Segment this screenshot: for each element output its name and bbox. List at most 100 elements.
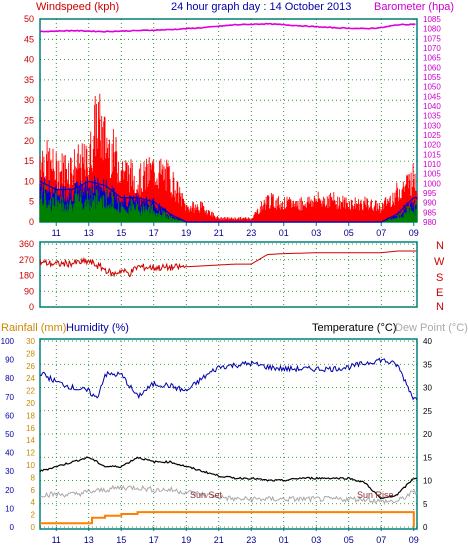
humidity-axis-title: Humidity (%) [66,322,129,334]
barometer-axis-title: Barometer (hpa) [374,1,454,13]
wind-min-series [39,182,418,222]
baro-tick-label: 1050 [423,83,441,92]
baro-tick-label: 1045 [423,92,441,101]
humidity-tick-label: 60 [5,411,14,420]
x-tick-label: 05 [344,535,354,545]
wind-tick-label: 25 [24,116,34,126]
x-tick-label: 17 [149,228,159,238]
rainfall-axis-title: Rainfall (mm) [1,322,66,334]
humidity-tick-label: 90 [5,356,14,365]
dewpoint-axis-title: Dew Point (°C) [395,322,468,334]
wind-tick-label: 35 [24,75,34,85]
direction-tick-label: 270 [19,255,34,265]
wind-tick-label: 30 [24,95,34,105]
x-tick-label: 01 [279,228,289,238]
rain-tick-label: 28 [26,349,35,358]
baro-tick-label: 1000 [423,179,441,188]
chart-title: 24 hour graph day : 14 October 2013 [171,1,351,13]
x-tick-label: 11 [52,535,61,545]
direction-tick-label: 180 [19,271,34,281]
dir-label-n-bottom: N [436,301,444,313]
sunset-annotation: Sun Set [190,490,223,500]
rainfall-series [40,511,415,527]
temperature-tick-label: 0 [423,523,428,532]
baro-tick-label: 1030 [423,121,441,130]
wind-tick-label: 0 [29,217,34,227]
humidity-tick-label: 80 [5,374,14,383]
x-tick-label: 19 [181,535,191,545]
humidity-tick-label: 30 [5,467,14,476]
humidity-tick-label: 100 [1,337,15,346]
direction-tick-label: 90 [24,286,34,296]
rain-tick-label: 8 [31,473,36,482]
wind-tick-label: 45 [24,34,34,44]
x-tick-label: 03 [311,228,321,238]
temperature-tick-label: 25 [423,407,432,416]
wind-avg-line [39,180,417,223]
wind-tick-label: 50 [24,14,34,24]
temperature-tick-label: 10 [423,477,432,486]
direction-compass-labels: N W S E N [434,240,445,313]
windspeed-axis-title: Windspeed (kph) [36,1,119,13]
rain-tick-label: 0 [31,523,36,532]
baro-tick-label: 980 [423,218,437,227]
temperature-axis-title: Temperature (°C) [312,322,396,334]
humidity-tick-label: 50 [5,430,14,439]
wind-tick-label: 5 [29,197,34,207]
x-tick-label: 15 [116,535,126,545]
baro-tick-label: 1065 [423,54,441,63]
wind-direction-series [39,250,417,278]
rain-tick-label: 30 [26,337,35,346]
humidity-tick-label: 40 [5,449,14,458]
x-tick-label: 17 [149,535,159,545]
baro-tick-label: 1020 [423,141,441,150]
baro-tick-label: 1080 [423,25,441,34]
rain-tick-label: 4 [31,498,36,507]
x-tick-label: 01 [279,535,289,545]
wind-tick-label: 20 [24,136,34,146]
barometer-series [39,22,416,33]
dir-label-s: S [436,272,443,284]
rain-tick-label: 22 [26,387,35,396]
baro-tick-label: 995 [423,189,437,198]
direction-plot: 0 90 180 270 360 [19,239,417,312]
x-tick-label: 23 [246,228,256,238]
temperature-tick-label: 20 [423,430,432,439]
temperature-tick-label: 35 [423,360,432,369]
temperature-tick-label: 15 [423,453,432,462]
x-tick-label: 07 [376,228,386,238]
x-tick-label: 09 [409,535,419,545]
humidity-series [39,357,418,401]
direction-panel [39,241,418,308]
baro-tick-label: 1070 [423,44,441,53]
x-tick-label: 15 [116,228,126,238]
humidity-tick-label: 10 [5,504,14,513]
baro-tick-label: 1010 [423,160,441,169]
rain-tick-label: 10 [26,461,35,470]
baro-tick-label: 990 [423,199,437,208]
x-tick-label: 11 [52,228,61,238]
baro-tick-label: 985 [423,208,437,217]
x-tick-label: 05 [344,228,354,238]
x-tick-label: 21 [214,535,224,545]
direction-tick-label: 360 [19,239,34,249]
x-tick-label: 03 [311,535,321,545]
x-tick-label: 13 [84,535,94,545]
rain-tick-label: 26 [26,362,35,371]
sunrise-annotation: Sun Rise [357,490,394,500]
direction-tick-label: 0 [29,302,34,312]
rain-tick-label: 14 [26,436,35,445]
baro-tick-label: 1005 [423,170,441,179]
humidity-tick-label: 70 [5,393,14,402]
temperature-tick-label: 30 [423,384,432,393]
x-tick-label: 09 [409,228,419,238]
rain-tick-label: 6 [31,486,36,495]
temperature-series [39,456,418,500]
humidity-tick-label: 0 [10,523,15,532]
baro-tick-label: 1060 [423,63,441,72]
x-tick-label: 23 [246,535,256,545]
baro-tick-label: 1035 [423,112,441,121]
rain-tick-label: 24 [26,374,35,383]
baro-tick-label: 1025 [423,131,441,140]
